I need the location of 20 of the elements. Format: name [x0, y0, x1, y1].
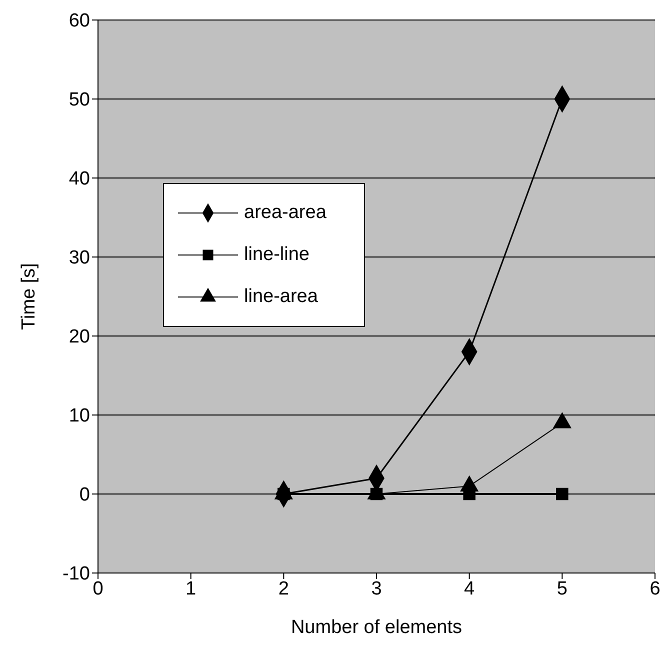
legend-label: line-line — [244, 244, 310, 266]
x-tick-label: 0 — [92, 578, 104, 600]
legend-label: line-area — [244, 286, 318, 308]
x-tick-label: 4 — [464, 578, 476, 600]
y-tick-label: 40 — [68, 168, 90, 190]
y-tick-label: 0 — [79, 484, 90, 506]
y-tick-label: -10 — [62, 564, 90, 585]
y-tick-label: 20 — [68, 326, 90, 348]
legend-label: area-area — [244, 202, 326, 224]
y-tick-label: 60 — [68, 10, 90, 32]
x-tick-label: 6 — [650, 578, 660, 600]
x-tick-label: 3 — [371, 578, 382, 600]
y-axis-title: Time [s] — [18, 263, 40, 330]
y-tick-label: 50 — [68, 90, 90, 111]
y-tick-label: 30 — [68, 248, 90, 269]
x-tick-label: 1 — [186, 578, 196, 600]
x-axis-title: Number of elements — [290, 617, 462, 638]
y-tick-label: 10 — [68, 406, 90, 427]
x-tick-label: 5 — [556, 578, 568, 600]
x-tick-label: 2 — [278, 578, 289, 600]
